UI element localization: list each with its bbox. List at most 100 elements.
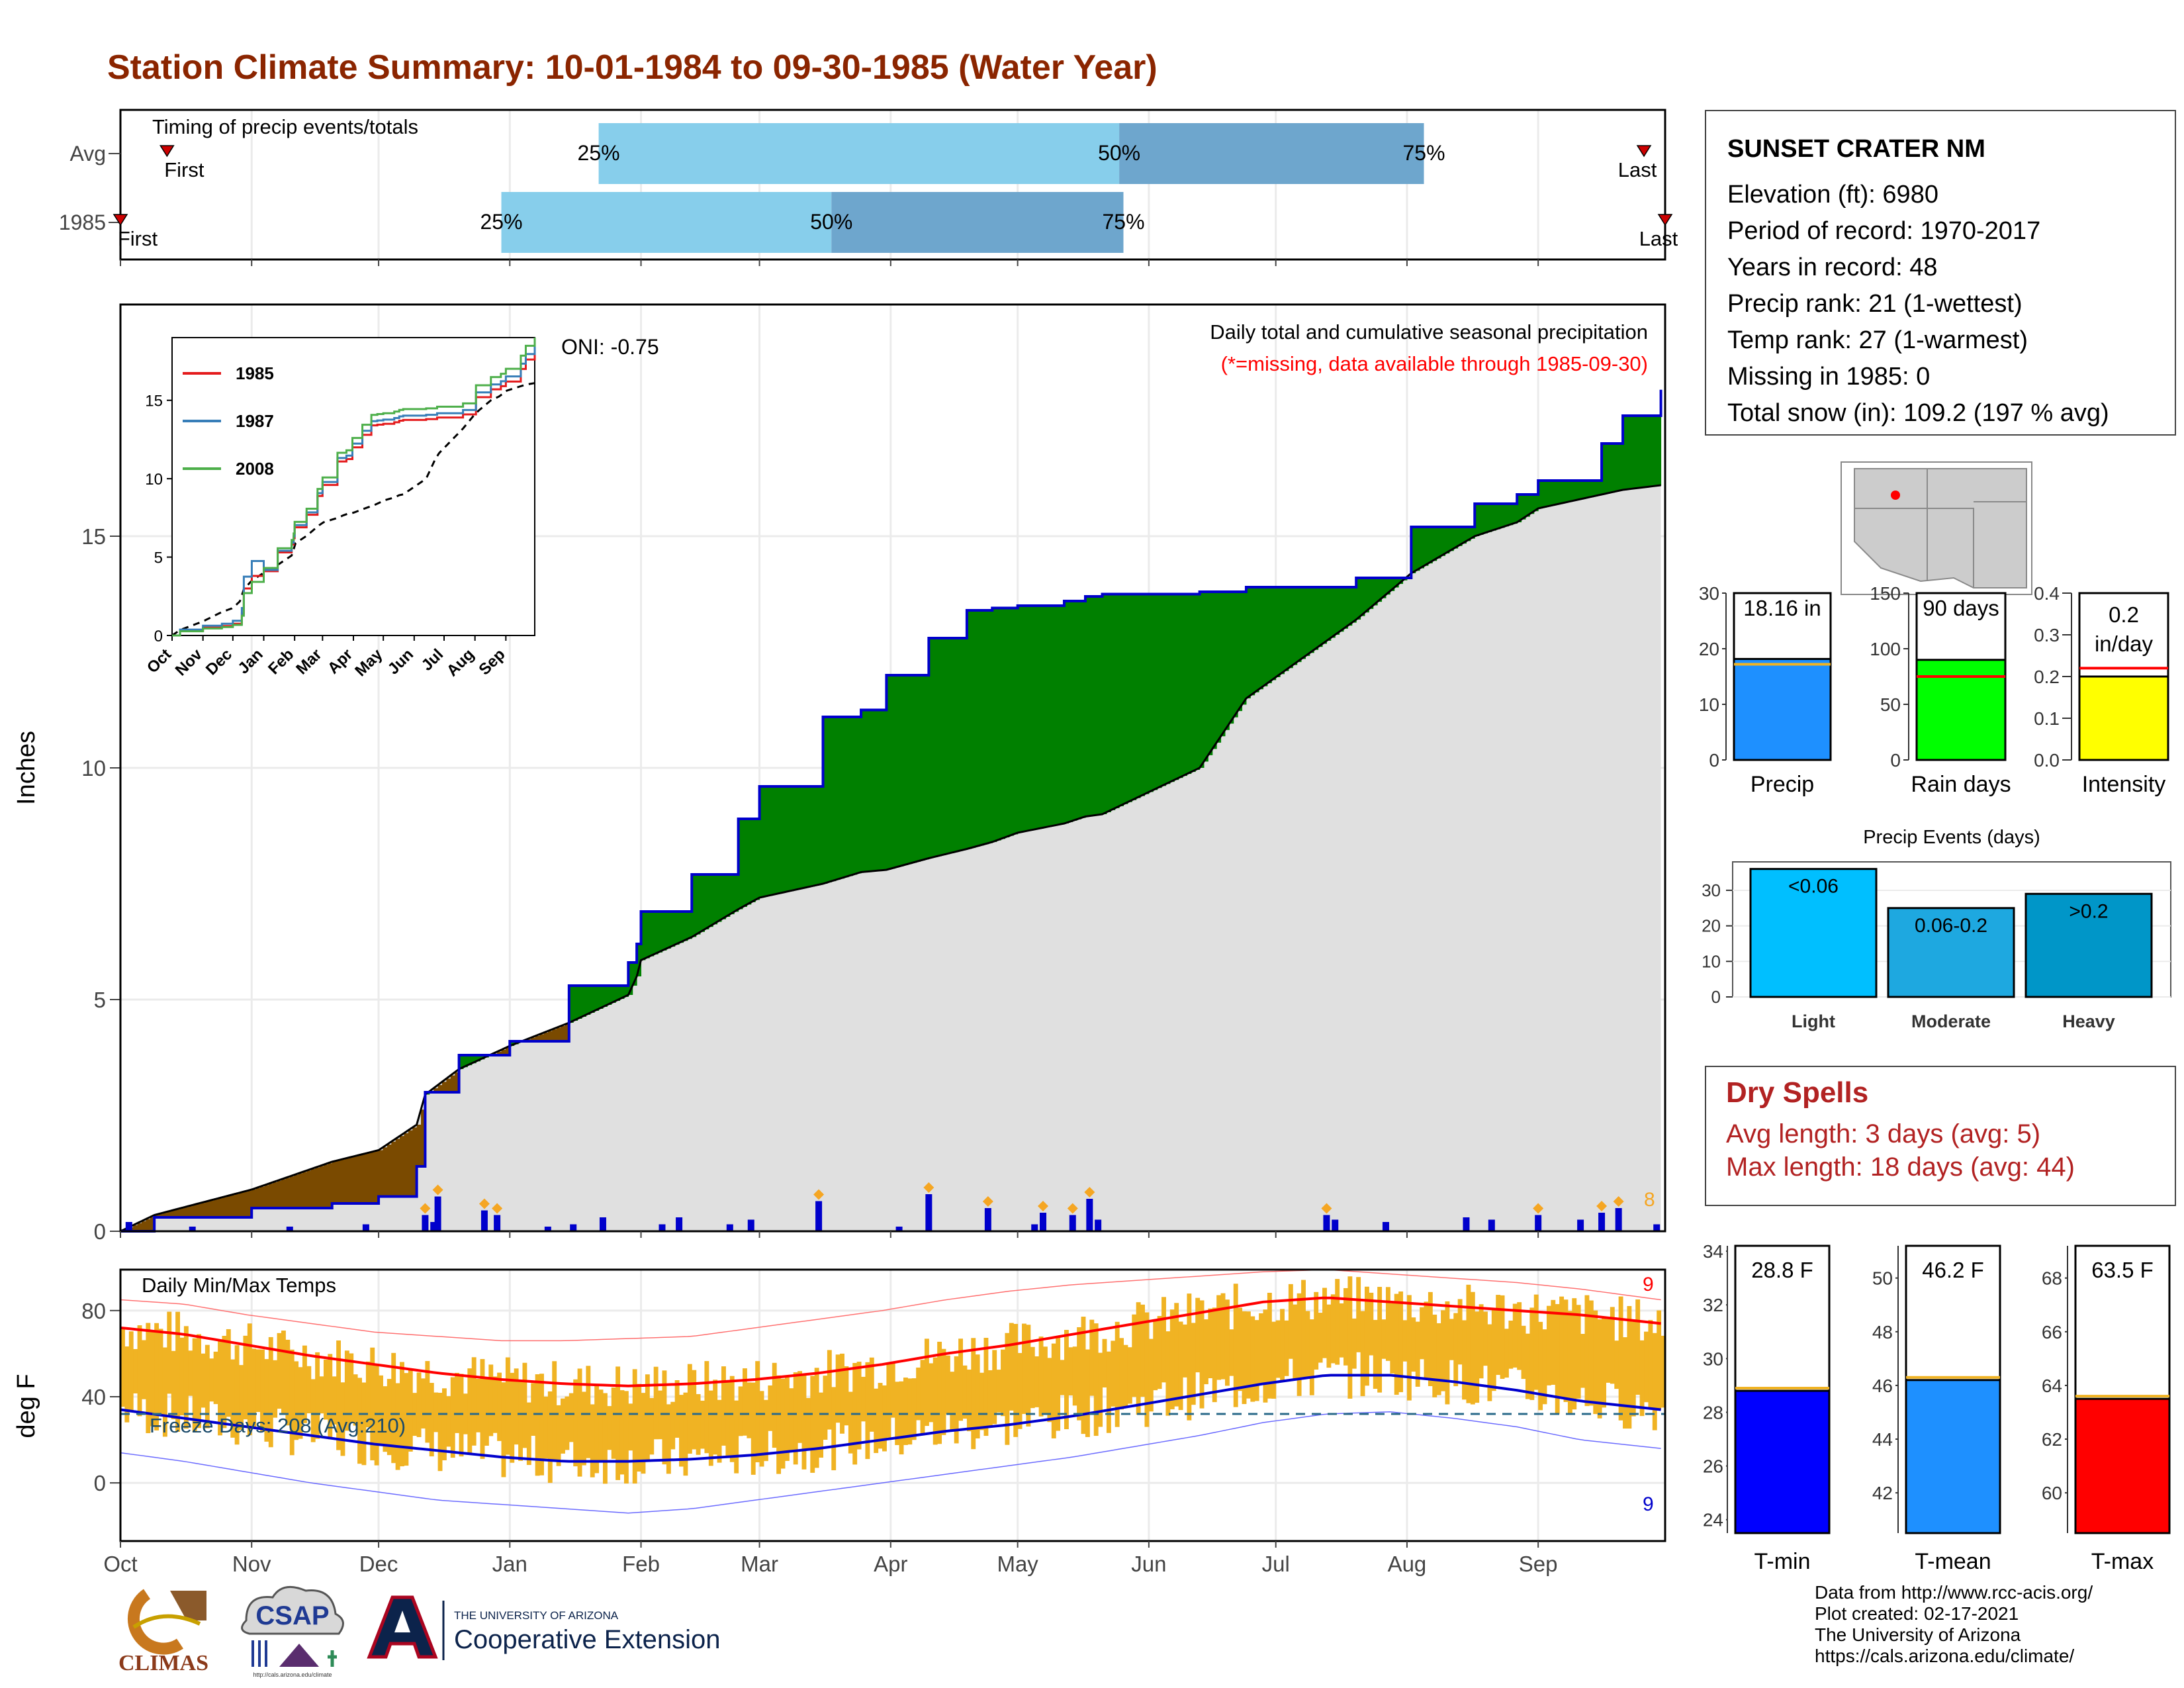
daily-temp-bar: [421, 1378, 426, 1429]
mini-tick-label: 150: [1870, 583, 1901, 604]
timing-row-label: 1985: [59, 211, 106, 234]
mini-tick-label: 46: [1872, 1376, 1893, 1396]
daily-temp-bar: [1546, 1305, 1551, 1385]
main-chart-subtitle: (*=missing, data available through 1985-…: [1221, 352, 1648, 375]
daily-temp-bar: [1584, 1295, 1590, 1407]
daily-temp-bar: [653, 1366, 659, 1440]
daily-temp-bar: [924, 1338, 929, 1427]
daily-temp-bar: [1339, 1303, 1344, 1358]
daily-temp-bar: [1043, 1346, 1048, 1415]
timing-bar-50-75: [831, 192, 1124, 253]
mini-tick-label: 42: [1872, 1483, 1893, 1503]
events-tick-label: 20: [1702, 916, 1721, 936]
daily-temp-bar: [692, 1370, 697, 1450]
daily-temp-bar: [1364, 1286, 1369, 1386]
daily-temp-bar: [1220, 1293, 1226, 1380]
inset-legend-label: 1987: [236, 411, 274, 431]
daily-temp-bar: [349, 1353, 354, 1423]
daily-temp-bar: [535, 1374, 540, 1476]
daily-temp-bar: [801, 1375, 807, 1470]
station-location-marker: [1891, 491, 1900, 500]
freeze-days-label: Freeze Days: 208 (Avg:210): [150, 1414, 406, 1437]
daily-temp-bar: [467, 1368, 473, 1454]
month-label: Jul: [1262, 1552, 1290, 1576]
daily-temp-bar: [1030, 1346, 1035, 1409]
station-period: Period of record: 1970-2017: [1727, 217, 2041, 245]
climas-logo-text: CLIMAS: [118, 1651, 208, 1675]
daily-temp-bar: [361, 1382, 367, 1466]
daily-temp-bar: [340, 1382, 345, 1456]
daily-temp-bar: [1551, 1299, 1556, 1385]
daily-temp-bar: [1072, 1346, 1077, 1406]
ua-logo[interactable]: THE UNIVERSITY OF ARIZONA Cooperative Ex…: [363, 1594, 747, 1667]
daily-temp-bar: [552, 1361, 557, 1460]
daily-temp-bar: [1081, 1317, 1086, 1434]
mini-tick-label: 0.1: [2034, 708, 2060, 729]
locator-map: [1841, 461, 2032, 595]
daily-temp-bar: [158, 1329, 163, 1416]
daily-temp-bar: [328, 1354, 333, 1440]
record-high-line: [120, 1269, 1661, 1342]
events-bar-light: [1749, 868, 1878, 998]
mini-tick-label: 20: [1699, 639, 1719, 659]
daily-temp-bar: [1512, 1303, 1518, 1368]
daily-temp-bar: [1436, 1323, 1441, 1395]
daily-temp-bar: [1111, 1340, 1116, 1407]
csap-url: http://cals.arizona.edu/climate: [253, 1671, 332, 1678]
daily-temp-bar: [1428, 1291, 1433, 1386]
inset-legend-label: 2008: [236, 459, 274, 479]
daily-temp-bar: [882, 1385, 887, 1452]
daily-temp-bar: [1216, 1295, 1222, 1380]
daily-temp-bar: [1538, 1321, 1543, 1411]
mini-tick-label: 60: [2042, 1483, 2062, 1503]
daily-temp-bar: [1529, 1307, 1535, 1400]
daily-temp-bar: [1479, 1304, 1484, 1379]
daily-temp-bar: [188, 1350, 193, 1396]
climas-logo[interactable]: CLIMAS: [107, 1581, 220, 1680]
record-high-count: 9: [1643, 1274, 1654, 1295]
daily-precip-bar: [984, 1208, 991, 1231]
month-label: Jun: [1131, 1552, 1166, 1576]
annual-summary-bars: 0 10 20 30 18.16 in Precip 0 50 100 150 90 days Rai…: [1699, 583, 2169, 797]
daily-temp-bar: [1119, 1338, 1124, 1410]
daily-temp-bar: [1453, 1313, 1459, 1387]
daily-temp-bar: [1250, 1316, 1255, 1402]
daily-precip-bar: [434, 1196, 441, 1231]
daily-temp-bar: [1356, 1277, 1361, 1352]
daily-temp-bar: [531, 1383, 536, 1436]
intensity-value-label: 0.2: [2109, 602, 2139, 627]
daily-temp-bar: [1056, 1336, 1061, 1431]
daily-temp-bar: [1233, 1284, 1238, 1407]
daily-temp-bar: [611, 1387, 616, 1459]
csap-logo[interactable]: CSAP http://cals.arizona.edu/climate: [233, 1581, 352, 1680]
daily-temp-bar: [289, 1349, 295, 1456]
daily-temp-bar: [379, 1375, 383, 1446]
daily-precip-bar: [815, 1201, 823, 1231]
daily-temp-bar: [1064, 1330, 1069, 1430]
daily-temp-bar: [192, 1338, 197, 1432]
inset-y-tick-label: 5: [154, 549, 163, 567]
daily-temp-bar: [996, 1370, 1001, 1413]
oni-label: ONI: -0.75: [561, 335, 659, 359]
mini-tick-label: 30: [1699, 583, 1719, 604]
daily-temp-bar: [260, 1349, 265, 1432]
inset-average-line: [171, 382, 535, 637]
daily-temp-bar: [197, 1334, 201, 1429]
daily-temp-bar: [1483, 1311, 1488, 1366]
month-label: Dec: [359, 1552, 398, 1576]
last-event-label: Last: [1639, 227, 1678, 250]
tmax-x-label: T-max: [2091, 1549, 2154, 1574]
daily-temp-bar: [365, 1361, 371, 1428]
daily-temp-bar: [1597, 1319, 1602, 1419]
daily-temp-bar: [1394, 1293, 1399, 1395]
daily-precip-bar: [1323, 1215, 1330, 1231]
daily-temp-bar: [886, 1364, 891, 1438]
dry-spells-title: Dry Spells: [1726, 1076, 1869, 1109]
daily-temp-bar: [658, 1390, 662, 1440]
daily-temp-bar: [437, 1393, 443, 1472]
daily-temp-bar: [1462, 1320, 1467, 1400]
daily-temp-bar: [1229, 1329, 1234, 1376]
events-tick-label: 30: [1702, 880, 1721, 900]
daily-temp-bar: [1305, 1311, 1310, 1380]
daily-temp-bar: [1085, 1349, 1090, 1437]
